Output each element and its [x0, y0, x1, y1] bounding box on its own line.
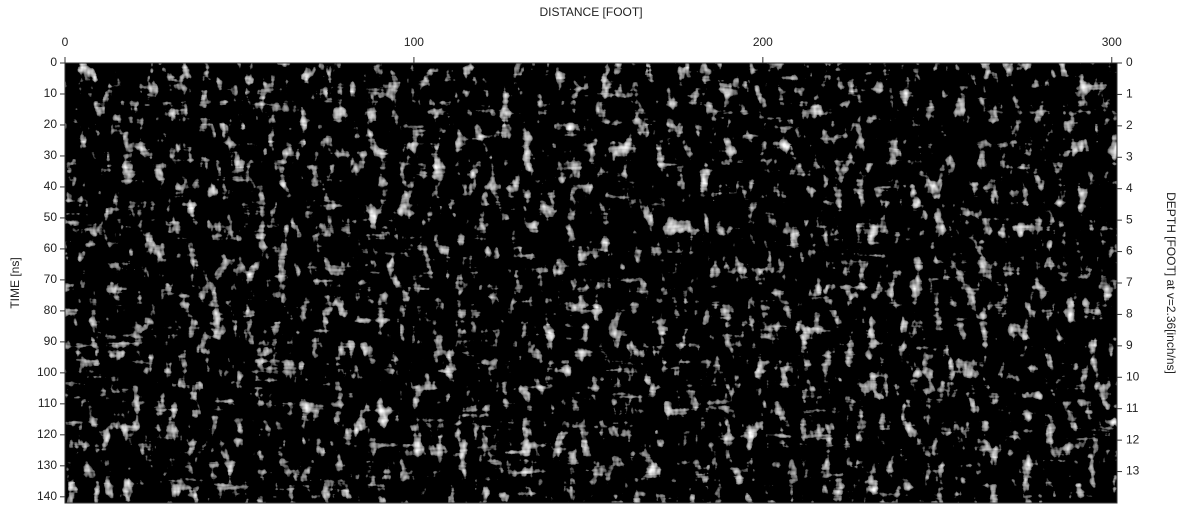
y-tick-label: 0 — [50, 55, 57, 69]
y2-tick-label: 7 — [1126, 275, 1133, 289]
x-tick-label: 100 — [404, 35, 424, 49]
y2-tick-label: 6 — [1126, 244, 1133, 258]
y-tick-label: 90 — [44, 334, 58, 348]
y-tick-label: 10 — [44, 86, 58, 100]
y2-tick-label: 11 — [1126, 401, 1139, 415]
y-tick-label: 50 — [44, 210, 58, 224]
y2-tick-label: 3 — [1126, 149, 1133, 163]
y-tick-label: 40 — [44, 179, 58, 193]
y-tick-label: 30 — [44, 148, 58, 162]
x-axis-label: DISTANCE [FOOT] — [539, 5, 642, 19]
y2-tick-label: 2 — [1126, 118, 1133, 132]
y-tick-label: 70 — [44, 272, 58, 286]
y-tick-label: 120 — [37, 427, 57, 441]
y-tick-label: 140 — [37, 489, 57, 503]
y-tick-label: 20 — [44, 117, 58, 131]
y2-tick-label: 0 — [1126, 55, 1133, 69]
y2-tick-label: 4 — [1126, 181, 1133, 195]
y2-tick-label: 12 — [1126, 432, 1140, 446]
y2-tick-label: 1 — [1126, 87, 1133, 101]
y2-tick-label: 5 — [1126, 212, 1133, 226]
y-axis-label: TIME [ns] — [8, 257, 22, 308]
y-tick-label: 130 — [37, 458, 57, 472]
y-tick-label: 80 — [44, 303, 58, 317]
y2-tick-label: 10 — [1126, 369, 1140, 383]
y2-tick-label: 13 — [1126, 464, 1140, 478]
x-tick-label: 200 — [753, 35, 773, 49]
x-tick-label: 300 — [1102, 35, 1122, 49]
x-tick-label: 0 — [62, 35, 69, 49]
radargram-image — [65, 63, 1117, 503]
y2-tick-label: 9 — [1126, 338, 1133, 352]
y2-tick-label: 8 — [1126, 307, 1133, 321]
y2-axis-label: DEPTH [FOOT] at v=2.36[inch/ns] — [1164, 192, 1178, 374]
y-tick-label: 110 — [38, 396, 57, 410]
y-tick-label: 60 — [44, 241, 58, 255]
y-tick-label: 100 — [37, 365, 57, 379]
